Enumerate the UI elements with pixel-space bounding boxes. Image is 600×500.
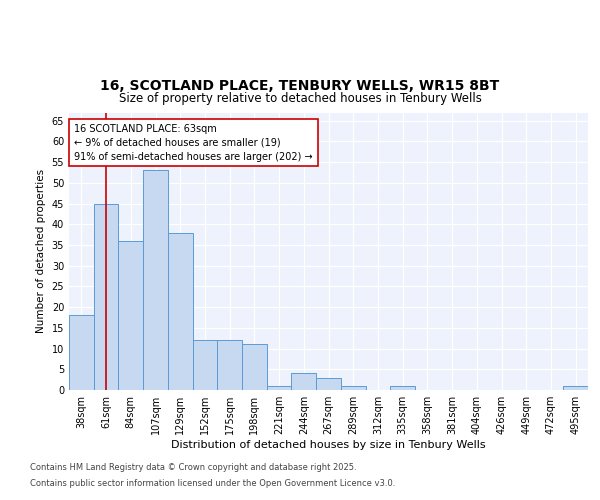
Y-axis label: Number of detached properties: Number of detached properties	[36, 169, 46, 334]
Bar	[267, 386, 292, 390]
Text: Size of property relative to detached houses in Tenbury Wells: Size of property relative to detached ho…	[119, 92, 481, 105]
Bar	[118, 241, 143, 390]
Bar	[390, 386, 415, 390]
Bar	[292, 374, 316, 390]
Text: 16 SCOTLAND PLACE: 63sqm
← 9% of detached houses are smaller (19)
91% of semi-de: 16 SCOTLAND PLACE: 63sqm ← 9% of detache…	[74, 124, 313, 162]
X-axis label: Distribution of detached houses by size in Tenbury Wells: Distribution of detached houses by size …	[171, 440, 486, 450]
Bar	[217, 340, 242, 390]
Text: Contains HM Land Registry data © Crown copyright and database right 2025.: Contains HM Land Registry data © Crown c…	[30, 464, 356, 472]
Bar	[193, 340, 217, 390]
Text: 16, SCOTLAND PLACE, TENBURY WELLS, WR15 8BT: 16, SCOTLAND PLACE, TENBURY WELLS, WR15 …	[100, 78, 500, 92]
Bar	[69, 316, 94, 390]
Text: Contains public sector information licensed under the Open Government Licence v3: Contains public sector information licen…	[30, 478, 395, 488]
Bar	[242, 344, 267, 390]
Bar	[143, 170, 168, 390]
Bar	[316, 378, 341, 390]
Bar	[94, 204, 118, 390]
Bar	[341, 386, 365, 390]
Bar	[563, 386, 588, 390]
Bar	[168, 232, 193, 390]
